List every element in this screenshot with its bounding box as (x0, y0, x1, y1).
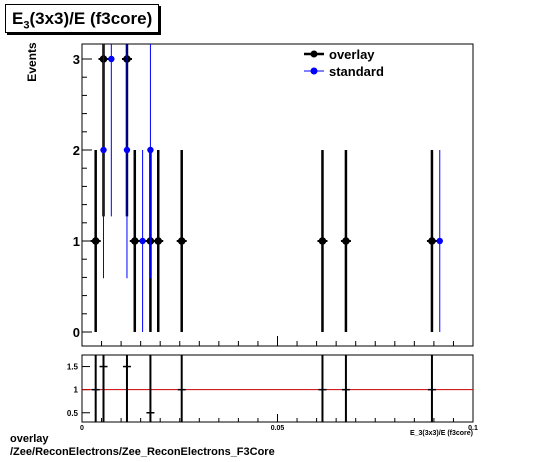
legend-label: standard (329, 64, 384, 79)
legend-marker (310, 67, 318, 75)
standard-point (108, 55, 115, 63)
standard-point (123, 146, 131, 154)
title-rest: (3x3)/E (f3core) (29, 9, 153, 28)
y-tick-label: 0 (73, 325, 80, 340)
overlay-point (428, 237, 436, 245)
main-plot-panel: 0 1 2 3 Events overlay standard (25, 42, 474, 347)
overlay-point (342, 237, 350, 245)
ratio-y-tick-label: 1 (74, 386, 79, 395)
ratio-x-tick-label: 0.05 (271, 425, 285, 432)
ratio-plot-panel: 0.5 1 1.5 0 0.05 0.1E_3(3x3)/E (f3core) (67, 354, 478, 437)
standard-point (147, 146, 154, 154)
y-axis-label: Events (25, 42, 39, 82)
x-axis-label: E_3(3x3)/E (f3core) (410, 430, 473, 437)
overlay-point (130, 237, 139, 245)
chart-title: E3(3x3)/E (f3core) (5, 4, 160, 33)
overlay-point (318, 237, 327, 245)
title-subscript: 3 (23, 19, 30, 32)
y-tick-label: 2 (73, 143, 80, 158)
y-tick-label: 1 (73, 234, 80, 249)
standard-point (436, 237, 443, 245)
overlay-point (177, 237, 186, 245)
footer-line-1: overlay (10, 433, 49, 445)
ratio-frame (81, 354, 474, 423)
legend-marker (310, 50, 318, 58)
overlay-point (154, 237, 163, 245)
standard-point (100, 146, 107, 154)
ratio-x-tick-label: 0 (80, 425, 84, 432)
y-tick-label: 3 (73, 52, 80, 67)
ratio-x-tick-label: 0.1 (468, 425, 478, 432)
title-main: E (12, 9, 24, 28)
main-frame (81, 43, 474, 347)
ratio-y-tick-label: 1.5 (67, 363, 79, 372)
ratio-y-tick-label: 0.5 (67, 409, 79, 418)
footer-line-2: /Zee/ReconElectrons/Zee_ReconElectrons_F… (10, 446, 275, 458)
legend-label: overlay (329, 47, 375, 62)
standard-point (139, 237, 146, 245)
overlay-point (91, 237, 100, 245)
